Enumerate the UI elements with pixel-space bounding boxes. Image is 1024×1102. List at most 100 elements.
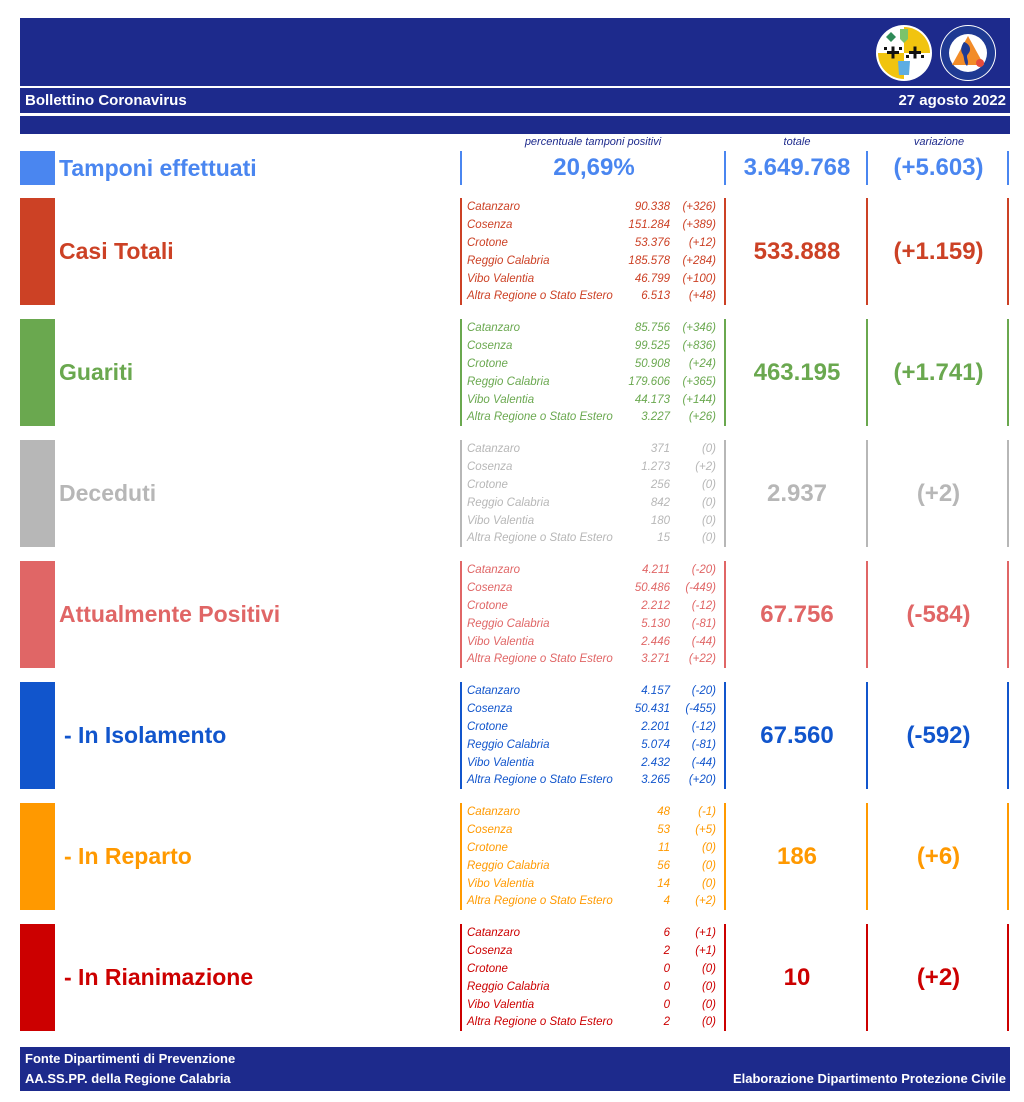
column-divider [1007, 151, 1009, 185]
province-delta: (-81) [691, 617, 716, 630]
province-delta: (+100) [682, 272, 716, 285]
section-title: - In Reparto [64, 843, 192, 869]
province-delta: (0) [701, 877, 716, 890]
province-row: Crotone 50.908 (+24) [467, 356, 725, 374]
province-row: Reggio Calabria 5.130 (-81) [467, 616, 725, 634]
province-row: Cosenza 53 (+5) [467, 822, 725, 840]
column-divider [724, 151, 726, 185]
province-row: Vibo Valentia 0 (0) [467, 997, 725, 1015]
section-swatch [20, 924, 55, 1031]
province-delta: (+26) [688, 411, 716, 424]
province-row: Reggio Calabria 0 (0) [467, 979, 725, 997]
column-divider [724, 803, 726, 910]
province-delta: (+144) [682, 393, 716, 406]
province-value: 4 [663, 895, 670, 908]
province-row: Reggio Calabria 56 (0) [467, 858, 725, 876]
province-value: 48 [657, 806, 670, 818]
footer-source-line1: Fonte Dipartimenti di Prevenzione [25, 1051, 236, 1066]
province-delta: (+48) [688, 290, 716, 303]
column-divider [1007, 319, 1009, 426]
province-row: Reggio Calabria 179.606 (+365) [467, 374, 725, 392]
column-divider [460, 682, 462, 789]
province-name: Crotone [467, 599, 508, 612]
regione-calabria-crest-icon [876, 25, 932, 81]
tamponi-variation: (+5.603) [893, 154, 984, 181]
province-row: Crotone 53.376 (+12) [467, 235, 725, 253]
column-divider [1007, 803, 1009, 910]
column-divider [866, 319, 868, 426]
column-divider [724, 682, 726, 789]
province-value: 50.431 [634, 702, 670, 715]
province-delta: (0) [701, 998, 716, 1011]
section-swatch [20, 319, 55, 426]
section-title: Attualmente Positivi [59, 601, 281, 627]
province-list: Catanzaro 90.338 (+326) Cosenza 151.284 (+389… [467, 199, 725, 306]
column-divider [460, 319, 462, 426]
province-delta: (+24) [688, 357, 716, 370]
province-name: Crotone [467, 841, 508, 854]
tamponi-total: 3.649.768 [743, 154, 851, 181]
province-row: Altra Regione o Stato Estero 3.265 (+20) [467, 772, 725, 790]
column-divider [1007, 561, 1009, 668]
province-value: 2.212 [641, 599, 670, 612]
province-value: 179.606 [628, 375, 670, 388]
province-name: Crotone [467, 720, 508, 733]
province-value: 256 [650, 478, 670, 491]
province-name: Catanzaro [467, 806, 521, 818]
section-total: 2.937 [766, 479, 828, 507]
province-row: Vibo Valentia 2.446 (-44) [467, 634, 725, 652]
province-name: Crotone [467, 478, 508, 491]
province-delta: (0) [701, 859, 716, 872]
column-header-total: totale [783, 136, 811, 148]
province-delta: (+2) [695, 895, 716, 908]
section-row: Attualmente Positivi Catanzaro 4.211 (-20) C… [20, 561, 1010, 668]
province-row: Catanzaro 6 (+1) [467, 925, 725, 943]
province-list: Catanzaro 48 (-1) Cosenza 53 (+5) Crotone 11 (0)… [467, 804, 725, 911]
province-name: Altra Regione o Stato Estero [467, 653, 613, 666]
province-row: Cosenza 50.431 (-455) [467, 701, 725, 719]
province-row: Vibo Valentia 14 (0) [467, 876, 725, 894]
bulletin-date: 27 agosto 2022 [898, 92, 1006, 109]
province-value: 151.284 [628, 218, 670, 231]
province-name: Vibo Valentia [467, 998, 535, 1011]
province-name: Reggio Calabria [467, 496, 550, 509]
province-name: Cosenza [467, 460, 513, 473]
column-divider [460, 440, 462, 547]
column-divider [866, 803, 868, 910]
section-row: - In Rianimazione Catanzaro 6 (+1) Cosenza 2 (… [20, 924, 1010, 1031]
province-row: Catanzaro 4.211 (-20) [467, 562, 725, 580]
section-row: Guariti Catanzaro 85.756 (+346) Cosenza 99.52… [20, 319, 1010, 426]
province-name: Reggio Calabria [467, 980, 550, 993]
province-delta: (-1) [698, 806, 716, 818]
section-total: 463.195 [753, 358, 841, 386]
province-row: Reggio Calabria 5.074 (-81) [467, 737, 725, 755]
province-name: Cosenza [467, 944, 513, 957]
province-row: Crotone 2.212 (-12) [467, 598, 725, 616]
province-delta: (+1) [695, 944, 716, 957]
section-swatch [20, 440, 55, 547]
section-title: - In Isolamento [64, 722, 227, 748]
province-value: 53 [657, 823, 670, 836]
province-value: 44.173 [634, 393, 670, 406]
province-list: Catanzaro 85.756 (+346) Cosenza 99.525 (+836)… [467, 320, 725, 427]
province-value: 2 [663, 944, 670, 957]
section-title: - In Rianimazione [64, 964, 254, 990]
province-delta: (0) [701, 514, 716, 527]
province-name: Cosenza [467, 581, 513, 594]
province-name: Reggio Calabria [467, 254, 550, 267]
province-row: Catanzaro 48 (-1) [467, 804, 725, 822]
province-value: 2.432 [641, 756, 670, 769]
column-divider [866, 440, 868, 547]
protezione-civile-calabria-icon [940, 25, 996, 81]
province-row: Crotone 256 (0) [467, 477, 725, 495]
footer-bar: Fonte Dipartimenti di Prevenzione AA.SS.… [20, 1047, 1010, 1091]
province-name: Crotone [467, 357, 508, 370]
section-variation: (+1.741) [893, 358, 984, 386]
province-row: Vibo Valentia 46.799 (+100) [467, 271, 725, 289]
section-swatch [20, 198, 55, 305]
province-delta: (+346) [682, 322, 716, 334]
section-total: 186 [776, 842, 818, 870]
province-delta: (+1) [695, 927, 716, 939]
section-variation: (-584) [906, 600, 971, 628]
province-row: Altra Regione o Stato Estero 3.227 (+26) [467, 409, 725, 427]
